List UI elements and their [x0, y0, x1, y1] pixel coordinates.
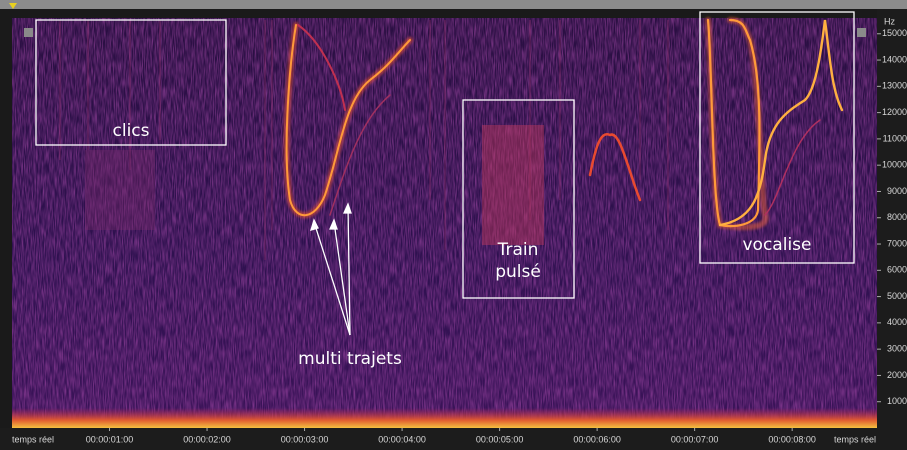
x-tick-label: 00:00:02:00: [183, 434, 231, 444]
x-edge-label: temps réel: [12, 434, 54, 444]
cursor-marker: [9, 3, 17, 9]
annotation-label: vocalise: [742, 235, 812, 255]
x-tick-label: 00:00:04:00: [378, 434, 426, 444]
y-tick-label: 1000: [887, 396, 907, 406]
y-tick-label: 9000: [887, 186, 907, 196]
y-tick-label: 14000: [882, 54, 907, 64]
click-energy: [85, 150, 155, 230]
annotation-label: clics: [112, 121, 150, 141]
x-tick-label: 00:00:05:00: [476, 434, 524, 444]
click-lines: [59, 20, 669, 260]
whistle-contours: [283, 17, 844, 231]
x-edge-label: temps réel: [834, 434, 876, 444]
y-tick-label: 5000: [887, 291, 907, 301]
y-tick-label: 6000: [887, 265, 907, 275]
x-axis-panel: [0, 428, 907, 450]
annotation-label: multi trajets: [298, 349, 402, 369]
x-tick-label: 00:00:01:00: [86, 434, 134, 444]
x-tick-label: 00:00:07:00: [671, 434, 719, 444]
pulse-train-energy: [482, 125, 544, 245]
x-tick-label: 00:00:08:00: [768, 434, 816, 444]
y-tick-label: 10000: [882, 160, 907, 170]
y-tick-label: 4000: [887, 317, 907, 327]
top-bar: [0, 0, 907, 9]
y-tick-label: 12000: [882, 107, 907, 117]
annotation-label: Train pulsé: [495, 240, 541, 282]
y-tick-label: 13000: [882, 81, 907, 91]
y-tick-label: 11000: [883, 133, 907, 143]
y-axis-panel: [877, 9, 907, 450]
annotation-frames: [35, 11, 855, 299]
y-unit-label: Hz: [884, 16, 895, 26]
y-tick-label: 2000: [887, 370, 907, 380]
annotation-arrows: [310, 202, 352, 336]
y-tick-label: 15000: [882, 28, 907, 38]
corner-button[interactable]: [857, 28, 866, 37]
x-tick-label: 00:00:06:00: [573, 434, 621, 444]
x-tick-label: 00:00:03:00: [281, 434, 329, 444]
corner-button[interactable]: [24, 28, 33, 37]
y-tick-label: 3000: [887, 344, 907, 354]
y-tick-label: 7000: [887, 238, 907, 248]
y-tick-label: 8000: [887, 212, 907, 222]
low-frequency-band: [12, 408, 877, 428]
